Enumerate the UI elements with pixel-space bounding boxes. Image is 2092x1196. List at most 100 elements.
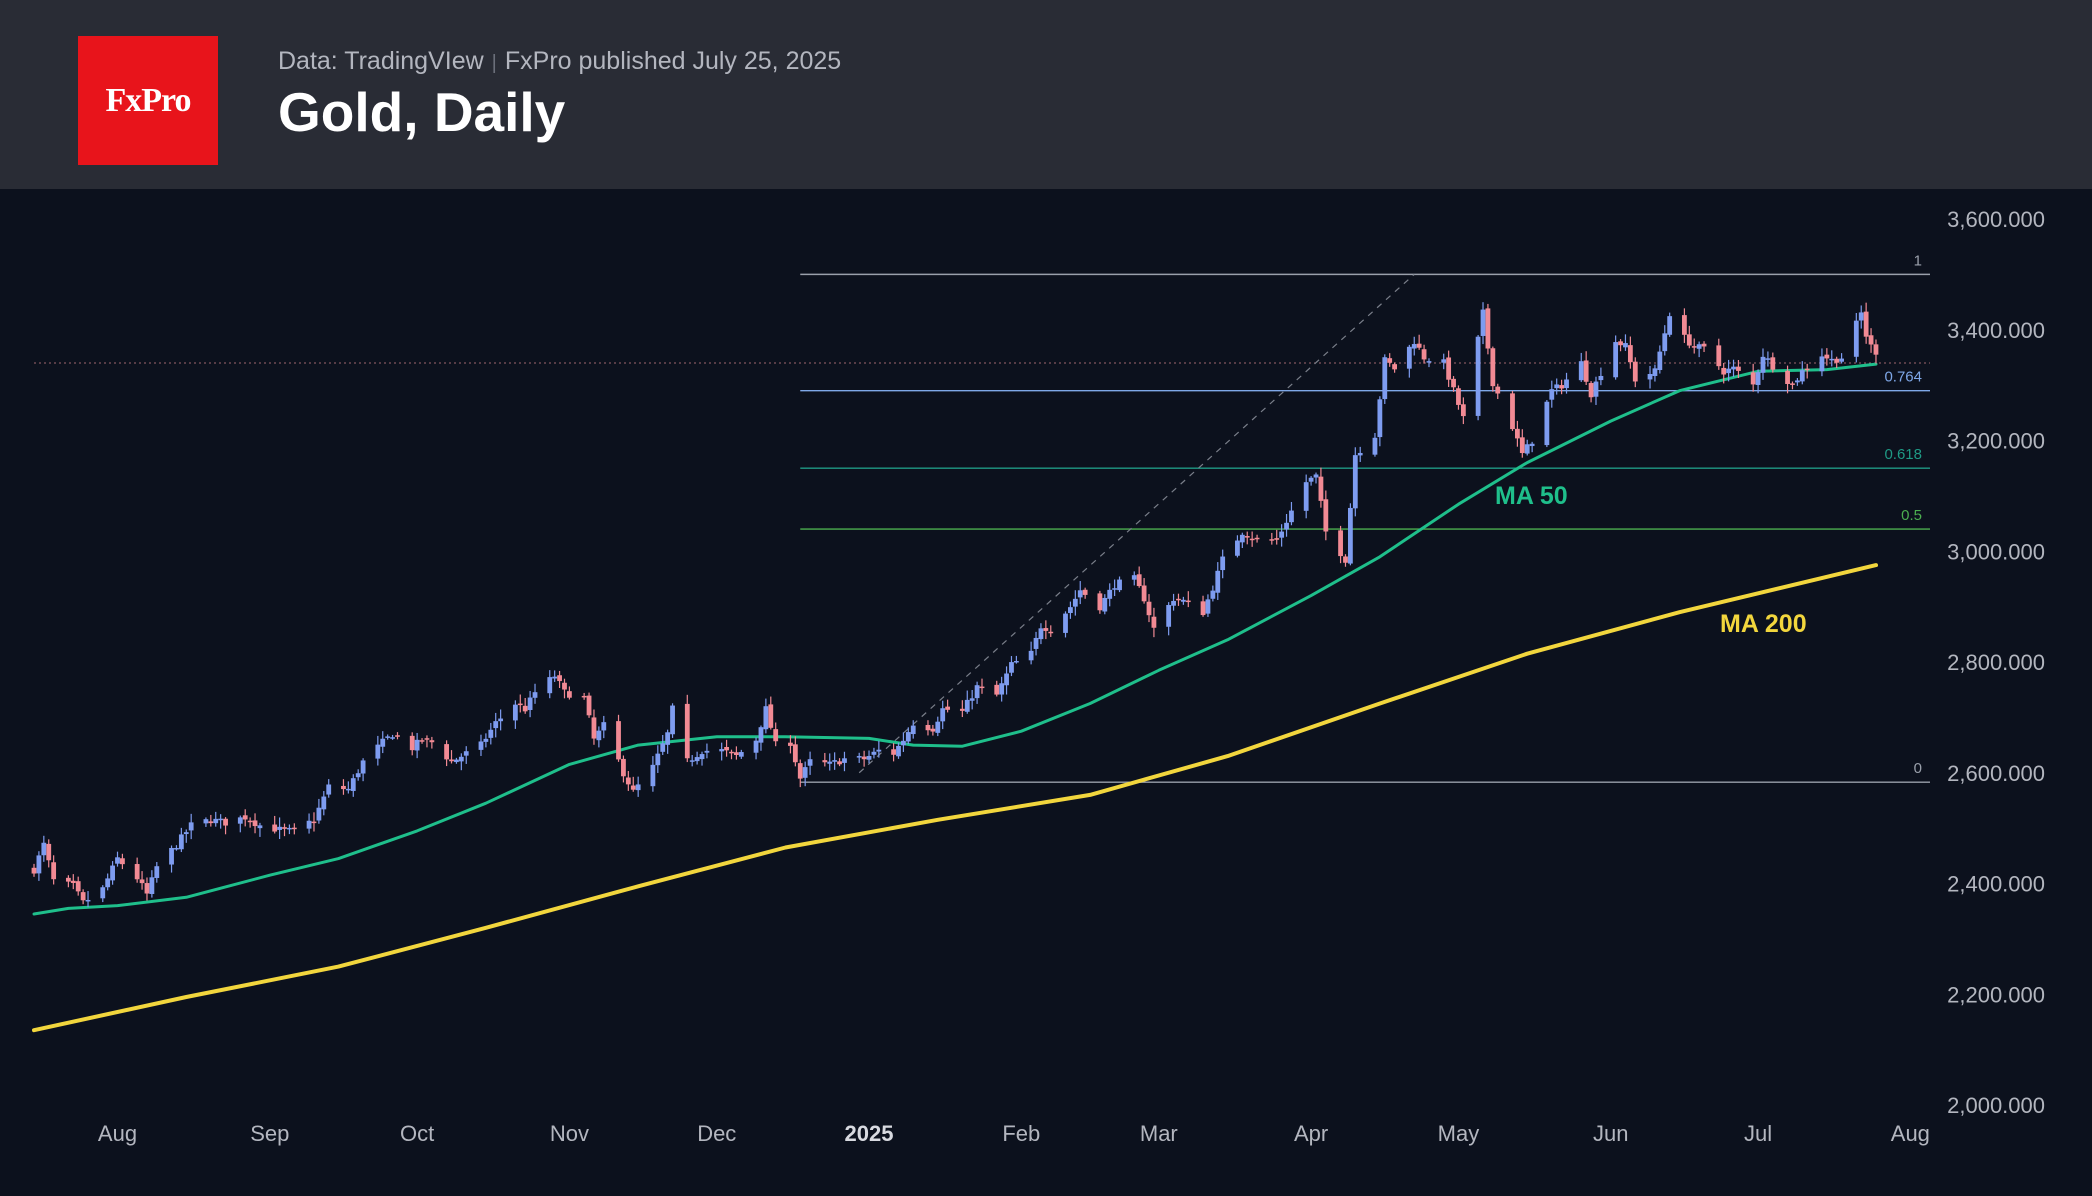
candle-body — [154, 866, 160, 878]
candle-body — [287, 827, 292, 830]
candle-body — [1853, 320, 1859, 357]
candle-body — [1136, 574, 1142, 587]
candle-body — [1485, 308, 1491, 349]
candle-body — [940, 708, 946, 722]
candle-body — [802, 767, 808, 778]
candle-body — [1564, 379, 1569, 389]
candle-body — [655, 753, 661, 766]
candle-body — [1289, 510, 1294, 523]
candle-body — [1303, 482, 1309, 511]
candle-body — [242, 815, 248, 820]
candle-body — [1691, 346, 1697, 348]
candle-body — [1785, 370, 1790, 384]
candle-body — [1210, 590, 1216, 599]
chart-title: Gold, Daily — [278, 81, 566, 143]
separator: | — [491, 52, 497, 74]
candle-body — [1873, 344, 1879, 355]
candle-body — [100, 887, 106, 899]
candle-body — [842, 758, 847, 763]
candle-body — [905, 732, 911, 742]
candle-body — [1559, 385, 1565, 389]
candle-body — [964, 699, 970, 712]
candle-body — [1279, 531, 1285, 538]
candle-body — [974, 685, 980, 699]
candle-body — [483, 738, 489, 742]
candle-body — [120, 858, 125, 865]
candle-body — [1082, 589, 1088, 595]
candle-body — [139, 879, 145, 884]
candle-body — [1382, 357, 1388, 400]
candle-body — [272, 824, 278, 832]
candle-body — [424, 738, 430, 740]
candle-body — [738, 752, 744, 757]
y-tick-label: 2,800.000 — [1947, 650, 2045, 675]
candle-body — [1460, 404, 1466, 417]
fxpro-logo: FxPro — [78, 36, 218, 165]
candle-body — [1274, 538, 1280, 540]
candle-body — [1627, 345, 1633, 363]
x-tick-label: Jun — [1593, 1121, 1628, 1146]
candle-body — [326, 784, 332, 795]
candle-body — [1588, 383, 1594, 398]
chart-labels: MA 50 MA 200 — [1495, 482, 1807, 638]
candle-body — [979, 686, 985, 689]
candle-body — [699, 754, 705, 760]
candle-body — [223, 818, 228, 826]
candle-body — [247, 820, 253, 823]
candle-body — [1657, 351, 1663, 371]
candle-body — [665, 732, 671, 745]
candle-body — [1141, 585, 1147, 602]
y-tick-label: 2,600.000 — [1947, 761, 2045, 786]
x-tick-label: May — [1438, 1121, 1480, 1146]
y-tick-label: 3,200.000 — [1947, 429, 2045, 454]
candle-body — [1323, 499, 1329, 532]
candle-body — [1372, 437, 1378, 455]
candle-body — [670, 705, 675, 735]
y-tick-label: 3,600.000 — [1947, 207, 2045, 232]
candle-body — [1411, 344, 1417, 349]
candle-body — [1151, 616, 1157, 628]
candle-body — [861, 756, 867, 760]
candle-body — [498, 718, 504, 722]
candle-body — [1352, 455, 1358, 509]
candle-body — [1544, 401, 1550, 446]
candle-body — [321, 796, 327, 810]
candle-body — [1347, 507, 1353, 564]
candle-body — [1048, 631, 1054, 634]
candle-body — [1819, 356, 1825, 372]
candle-body — [930, 728, 936, 732]
candle-body — [1701, 343, 1707, 347]
y-tick-label: 2,000.000 — [1947, 1093, 2045, 1118]
candle-body — [1254, 537, 1260, 540]
candle-body — [429, 740, 435, 743]
candle-body — [1185, 600, 1191, 603]
candle-body — [350, 778, 356, 791]
candle-body — [1117, 579, 1122, 591]
candle-body — [586, 695, 592, 716]
candle-body — [1765, 358, 1771, 360]
candle-body — [80, 892, 86, 901]
candle-body — [1072, 598, 1078, 607]
candle-body — [1392, 364, 1398, 370]
candle-body — [1770, 357, 1776, 370]
candle-body — [70, 880, 76, 883]
candle-body — [395, 735, 400, 737]
candle-body — [1131, 575, 1137, 580]
candlestick-series — [31, 302, 1879, 908]
y-tick-label: 2,200.000 — [1947, 982, 2045, 1007]
candle-body — [684, 703, 690, 759]
candle-body — [792, 744, 798, 763]
candle-body — [635, 784, 641, 791]
fib-level-label: 0.618 — [1884, 446, 1922, 463]
candle-body — [75, 881, 81, 892]
candle-body — [1077, 590, 1083, 598]
candle-body — [454, 759, 459, 763]
candle-body — [1426, 361, 1432, 363]
candle-body — [1524, 444, 1530, 454]
candle-body — [174, 848, 179, 850]
candle-body — [1009, 662, 1014, 673]
candle-body — [773, 729, 779, 742]
candle-body — [1554, 384, 1560, 389]
candle-body — [1441, 359, 1447, 363]
x-tick-label: Aug — [1891, 1121, 1930, 1146]
